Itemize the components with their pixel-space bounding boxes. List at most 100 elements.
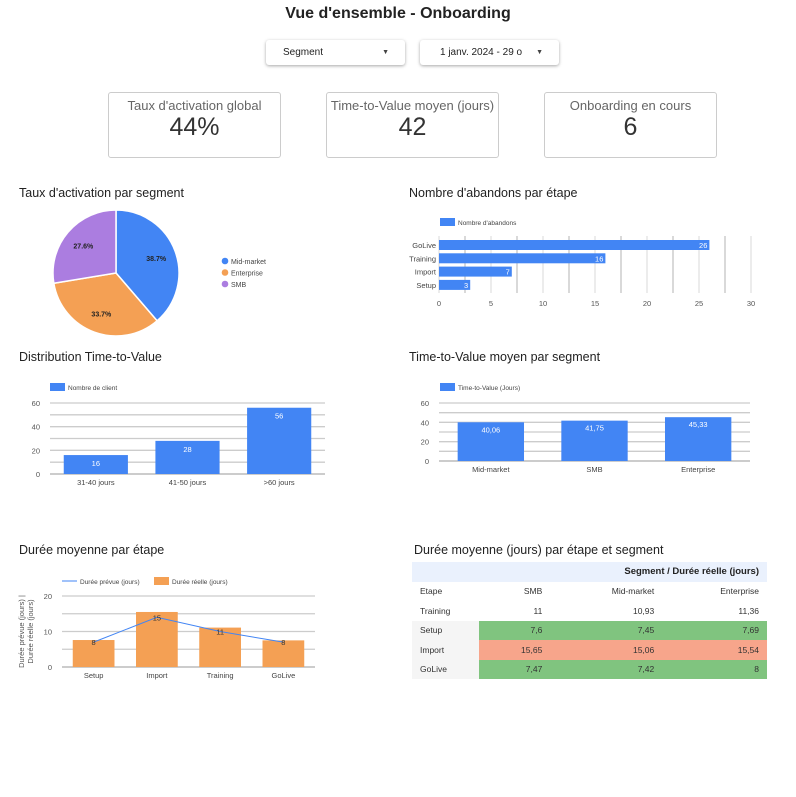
kpi-card-activation: Taux d'activation global 44% [108, 92, 281, 158]
bar [247, 407, 312, 474]
table-cell: 7,47 [479, 659, 551, 679]
kpi-value: 44% [169, 113, 220, 141]
page-title: Vue d'ensemble - Onboarding [285, 5, 511, 22]
bar-value-label: 41,75 [585, 424, 604, 433]
table-cell: 15,65 [479, 640, 551, 660]
legend-label: SMB [231, 282, 247, 289]
caret-down-icon: ▼ [536, 49, 543, 56]
bar [439, 266, 512, 277]
data-label: 15 [153, 613, 161, 622]
bar [439, 240, 710, 250]
axis-category-label: >60 jours [264, 478, 295, 487]
column-header: Enterprise [720, 586, 759, 597]
row-label: Training [420, 605, 451, 616]
data-label: 11 [216, 628, 224, 637]
duration-pivot-table: Segment / Durée réelle (jours) Etape SMB M… [412, 562, 767, 679]
row-label: GoLive [412, 659, 479, 679]
axis-category-label: 41-50 jours [169, 478, 207, 487]
axis-category-label: Enterprise [681, 465, 715, 474]
legend-label: Mid-market [231, 259, 266, 266]
legend-label: Durée réelle (jours) [172, 579, 228, 586]
axis-tick-label: 15 [591, 299, 599, 308]
bar [72, 640, 115, 667]
pie-slice-label: 38.7% [146, 256, 167, 263]
table-cell: 7,69 [662, 620, 767, 640]
axis-tick-label: 0 [437, 299, 441, 308]
table-cell: 15,54 [662, 640, 767, 660]
chart-title: Distribution Time-to-Value [19, 350, 162, 364]
axis-category-label: Setup [84, 671, 104, 680]
table-row: Import 15,65 15,06 15,54 [412, 640, 767, 660]
bar [664, 417, 732, 461]
chart-title: Time-to-Value moyen par segment [409, 350, 601, 364]
chart-title: Taux d'activation par segment [19, 186, 184, 200]
table-cell: 8 [662, 659, 767, 679]
table-row: Setup 7,6 7,45 7,69 [412, 620, 767, 640]
table-cell: 11 [533, 605, 543, 616]
bar [155, 440, 220, 474]
axis-category-label: Training [207, 671, 234, 680]
axis-tick-label: 40 [421, 418, 429, 427]
axis-category-label: GoLive [271, 671, 295, 680]
segment-filter-label: Segment [283, 47, 324, 58]
table-row: Training 11 10,93 11,36 [412, 601, 767, 621]
bar [457, 422, 525, 461]
bar [561, 420, 628, 461]
kpi-value: 42 [398, 113, 427, 141]
table-cell: 7,6 [479, 620, 551, 640]
axis-tick-label: 5 [489, 299, 493, 308]
axis-tick-label: 30 [747, 299, 755, 308]
bar-value-label: 3 [464, 281, 468, 290]
table-row: GoLive 7,47 7,42 8 [412, 659, 767, 679]
axis-category-label: Setup [416, 281, 436, 290]
chart-title: Nombre d'abandons par étape [409, 186, 578, 200]
bar [63, 455, 128, 474]
axis-category-label: Import [146, 671, 168, 680]
column-header: SMB [523, 586, 543, 597]
axis-tick-label: 60 [421, 399, 429, 408]
kpi-card-onboarding: Onboarding en cours 6 [544, 92, 717, 158]
pie-slice [52, 209, 117, 285]
bar-value-label: 28 [183, 445, 191, 454]
axis-category-label: Mid-market [472, 465, 510, 474]
legend-swatch [50, 383, 65, 391]
bar-value-label: 56 [275, 412, 283, 421]
kpi-card-ttv: Time-to-Value moyen (jours) 42 [326, 92, 499, 158]
series-line [93, 616, 284, 643]
axis-category-label: Import [415, 268, 437, 277]
table-cell: 7,42 [550, 659, 663, 679]
bar-value-label: 26 [699, 241, 707, 250]
axis-category-label: 31-40 jours [77, 478, 115, 487]
legend-swatch [154, 577, 169, 585]
axis-tick-label: 20 [421, 438, 429, 447]
legend-label: Durée prévue (jours) [80, 579, 140, 586]
table-cell: 7,45 [550, 620, 663, 640]
legend-swatch [221, 280, 229, 288]
axis-tick-label: 25 [695, 299, 703, 308]
chart-title: Durée moyenne par étape [19, 543, 165, 557]
data-label: 8 [281, 638, 285, 647]
legend-swatch [221, 257, 229, 265]
pie-slice [52, 272, 159, 337]
bar [136, 611, 178, 667]
axis-tick-label: 0 [48, 663, 52, 672]
bar [262, 640, 305, 667]
segment-filter-dropdown[interactable]: Segment ▼ [266, 40, 405, 65]
axis-tick-label: 20 [44, 592, 52, 601]
row-label: Import [412, 640, 479, 660]
pie-slice-label: 33.7% [91, 311, 112, 318]
legend-label: Nombre d'abandons [458, 220, 517, 227]
axis-tick-label: 10 [539, 299, 547, 308]
table-header: Segment / Durée réelle (jours) [624, 566, 759, 578]
legend-swatch [440, 383, 455, 391]
row-label: Setup [412, 620, 479, 640]
date-range-dropdown[interactable]: 1 janv. 2024 - 29 o ▼ [420, 40, 559, 65]
legend-swatch [221, 269, 229, 276]
legend-label: Nombre de client [68, 385, 117, 392]
axis-category-label: Training [409, 254, 436, 263]
bar-value-label: 45,33 [689, 420, 708, 429]
bar-value-label: 16 [595, 254, 603, 263]
chart-title: Durée moyenne (jours) par étape et segme… [414, 543, 664, 557]
bar-value-label: 7 [506, 268, 510, 277]
